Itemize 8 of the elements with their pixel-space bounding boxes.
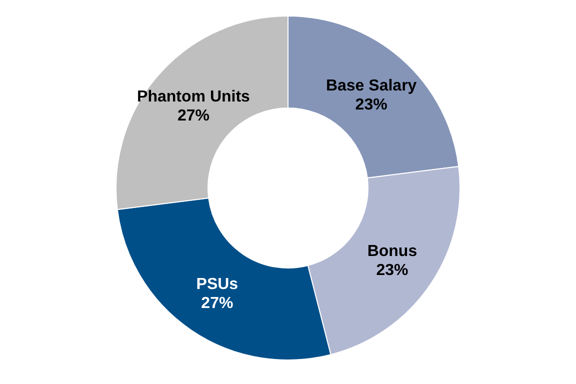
slice-label: PSUs: [196, 276, 238, 294]
data-label: 27%: [201, 295, 234, 312]
data-label: 23%: [355, 96, 388, 114]
data-label: 23%: [376, 262, 408, 279]
slice-label: Bonus: [367, 242, 418, 260]
slice-label: Base Salary: [326, 77, 417, 94]
data-label: 27%: [177, 108, 210, 125]
slice-label: Phantom Units: [137, 88, 250, 106]
